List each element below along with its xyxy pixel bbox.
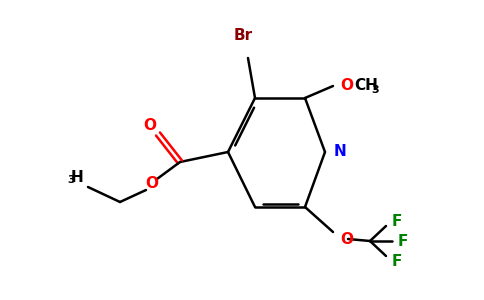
Text: CH: CH (354, 77, 378, 92)
Text: O: O (340, 79, 353, 94)
Text: F: F (392, 214, 402, 229)
Text: O: O (143, 118, 156, 134)
Text: N: N (334, 145, 347, 160)
Text: H: H (70, 169, 83, 184)
Text: F: F (398, 233, 408, 248)
Text: O: O (146, 176, 158, 191)
Text: O: O (340, 232, 353, 247)
Text: Br: Br (233, 28, 253, 43)
Text: 3: 3 (371, 85, 378, 95)
Text: F: F (392, 254, 402, 268)
Text: 3: 3 (67, 175, 75, 185)
